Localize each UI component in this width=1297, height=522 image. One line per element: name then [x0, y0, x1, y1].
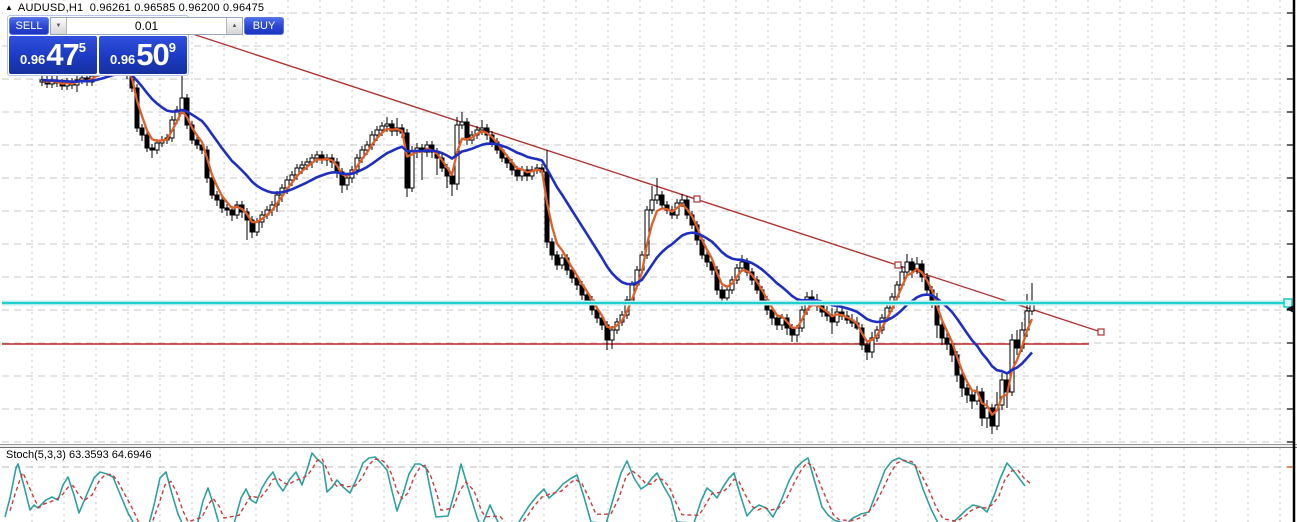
buy-price-big-digits: 50 [136, 37, 169, 72]
chart-title: ▲ AUDUSD,H1 0.96261 0.96585 0.96200 0.96… [3, 1, 269, 14]
volume-decrease-button[interactable]: ▼ [51, 18, 67, 34]
down-arrow-icon: ▼ [55, 23, 62, 29]
pane-separator[interactable] [0, 444, 1297, 448]
stoch-d-line [9, 458, 1031, 522]
sell-button[interactable]: SELL [9, 17, 49, 35]
volume-increase-button[interactable]: ▲ [226, 18, 242, 34]
buy-price-superscript: 9 [168, 40, 177, 55]
ma-fast-line [41, 63, 1034, 416]
volume-input[interactable] [67, 18, 226, 34]
ma-slow-line [41, 72, 1033, 375]
stochastic-indicator-label: Stoch(5,3,3) 63.3593 64.6946 [6, 449, 156, 461]
trendline-anchor-1[interactable] [894, 261, 902, 269]
up-arrow-icon: ▲ [231, 23, 238, 29]
cyan-line-anchor[interactable] [1283, 298, 1293, 308]
sell-price-prefix: 0.96 [19, 52, 46, 67]
symbol-ohlc-text: AUDUSD,H1 0.96261 0.96585 0.96200 0.9647… [17, 1, 265, 14]
right-border [1286, 0, 1296, 522]
buy-button[interactable]: BUY [244, 17, 284, 35]
sell-price[interactable]: 0.96 47 5 [9, 36, 97, 74]
trendline-anchor-0[interactable] [693, 195, 701, 203]
trendline-anchor-2[interactable] [1097, 328, 1105, 336]
sell-price-superscript: 5 [78, 40, 87, 55]
volume-stepper: ▼ ▲ [50, 17, 243, 35]
trendline-object[interactable] [149, 19, 1105, 336]
symbol-marker-icon: ▲ [5, 2, 13, 12]
buy-price-prefix: 0.96 [109, 52, 136, 67]
stochastic-layer [4, 452, 1031, 522]
sell-price-big-digits: 47 [46, 37, 79, 72]
candles-layer [39, 58, 1035, 434]
stoch-k-line [4, 452, 1026, 522]
descending-trendline [149, 19, 1102, 333]
current-price-arrow [1286, 305, 1294, 313]
buy-price[interactable]: 0.96 50 9 [99, 36, 187, 74]
